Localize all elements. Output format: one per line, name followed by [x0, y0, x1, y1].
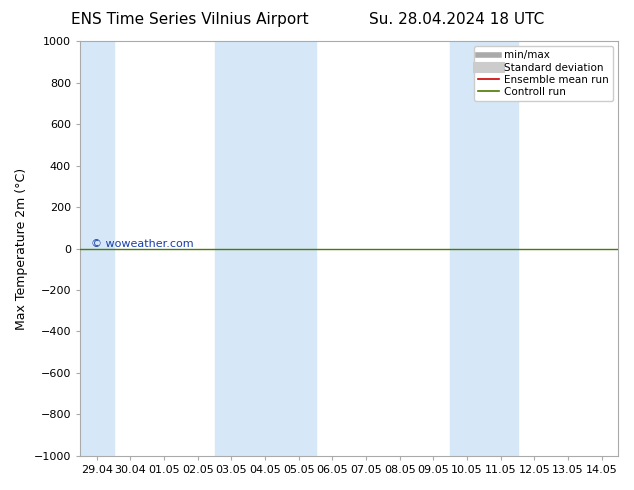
Bar [80, 41, 113, 456]
Text: Su. 28.04.2024 18 UTC: Su. 28.04.2024 18 UTC [369, 12, 544, 27]
Bar [214, 41, 316, 456]
Bar [450, 41, 517, 456]
Text: © woweather.com: © woweather.com [91, 239, 193, 248]
Text: ENS Time Series Vilnius Airport: ENS Time Series Vilnius Airport [72, 12, 309, 27]
Y-axis label: Max Temperature 2m (°C): Max Temperature 2m (°C) [15, 168, 28, 330]
Legend: min/max, Standard deviation, Ensemble mean run, Controll run: min/max, Standard deviation, Ensemble me… [474, 46, 613, 101]
